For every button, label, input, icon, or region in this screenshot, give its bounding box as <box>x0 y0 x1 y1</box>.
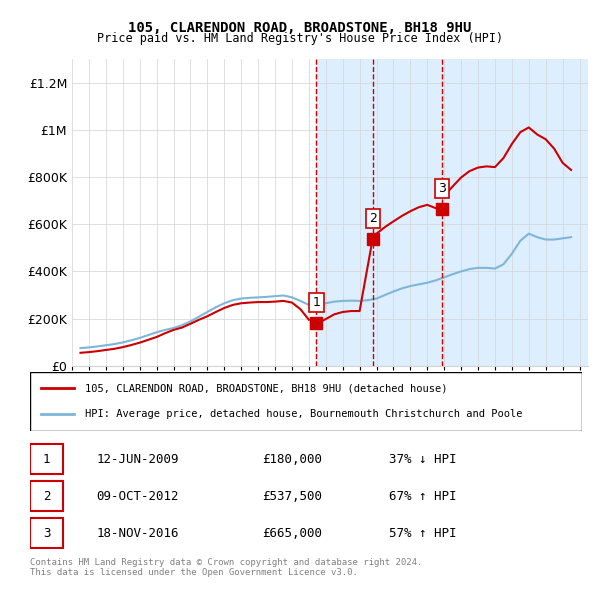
Text: 1: 1 <box>43 453 50 466</box>
Text: 57% ↑ HPI: 57% ↑ HPI <box>389 526 457 539</box>
Text: £180,000: £180,000 <box>262 453 322 466</box>
Text: 12-JUN-2009: 12-JUN-2009 <box>96 453 179 466</box>
Bar <box>373 59 442 366</box>
Text: 1: 1 <box>313 296 320 309</box>
Text: Contains HM Land Registry data © Crown copyright and database right 2024.
This d: Contains HM Land Registry data © Crown c… <box>30 558 422 577</box>
Text: 105, CLARENDON ROAD, BROADSTONE, BH18 9HU: 105, CLARENDON ROAD, BROADSTONE, BH18 9H… <box>128 21 472 35</box>
Bar <box>571 59 588 366</box>
Text: 3: 3 <box>43 526 50 539</box>
Text: 2: 2 <box>368 212 377 225</box>
Text: 67% ↑ HPI: 67% ↑ HPI <box>389 490 457 503</box>
Text: HPI: Average price, detached house, Bournemouth Christchurch and Poole: HPI: Average price, detached house, Bour… <box>85 409 523 419</box>
FancyBboxPatch shape <box>30 519 63 548</box>
Text: 18-NOV-2016: 18-NOV-2016 <box>96 526 179 539</box>
Text: Price paid vs. HM Land Registry's House Price Index (HPI): Price paid vs. HM Land Registry's House … <box>97 32 503 45</box>
Text: 09-OCT-2012: 09-OCT-2012 <box>96 490 179 503</box>
FancyBboxPatch shape <box>30 372 582 431</box>
Text: £665,000: £665,000 <box>262 526 322 539</box>
Bar <box>442 59 588 366</box>
Text: 2: 2 <box>43 490 50 503</box>
Text: 3: 3 <box>438 182 446 195</box>
FancyBboxPatch shape <box>30 481 63 510</box>
Bar <box>316 59 373 366</box>
Text: 37% ↓ HPI: 37% ↓ HPI <box>389 453 457 466</box>
Text: 105, CLARENDON ROAD, BROADSTONE, BH18 9HU (detached house): 105, CLARENDON ROAD, BROADSTONE, BH18 9H… <box>85 384 448 393</box>
FancyBboxPatch shape <box>30 444 63 474</box>
Text: £537,500: £537,500 <box>262 490 322 503</box>
